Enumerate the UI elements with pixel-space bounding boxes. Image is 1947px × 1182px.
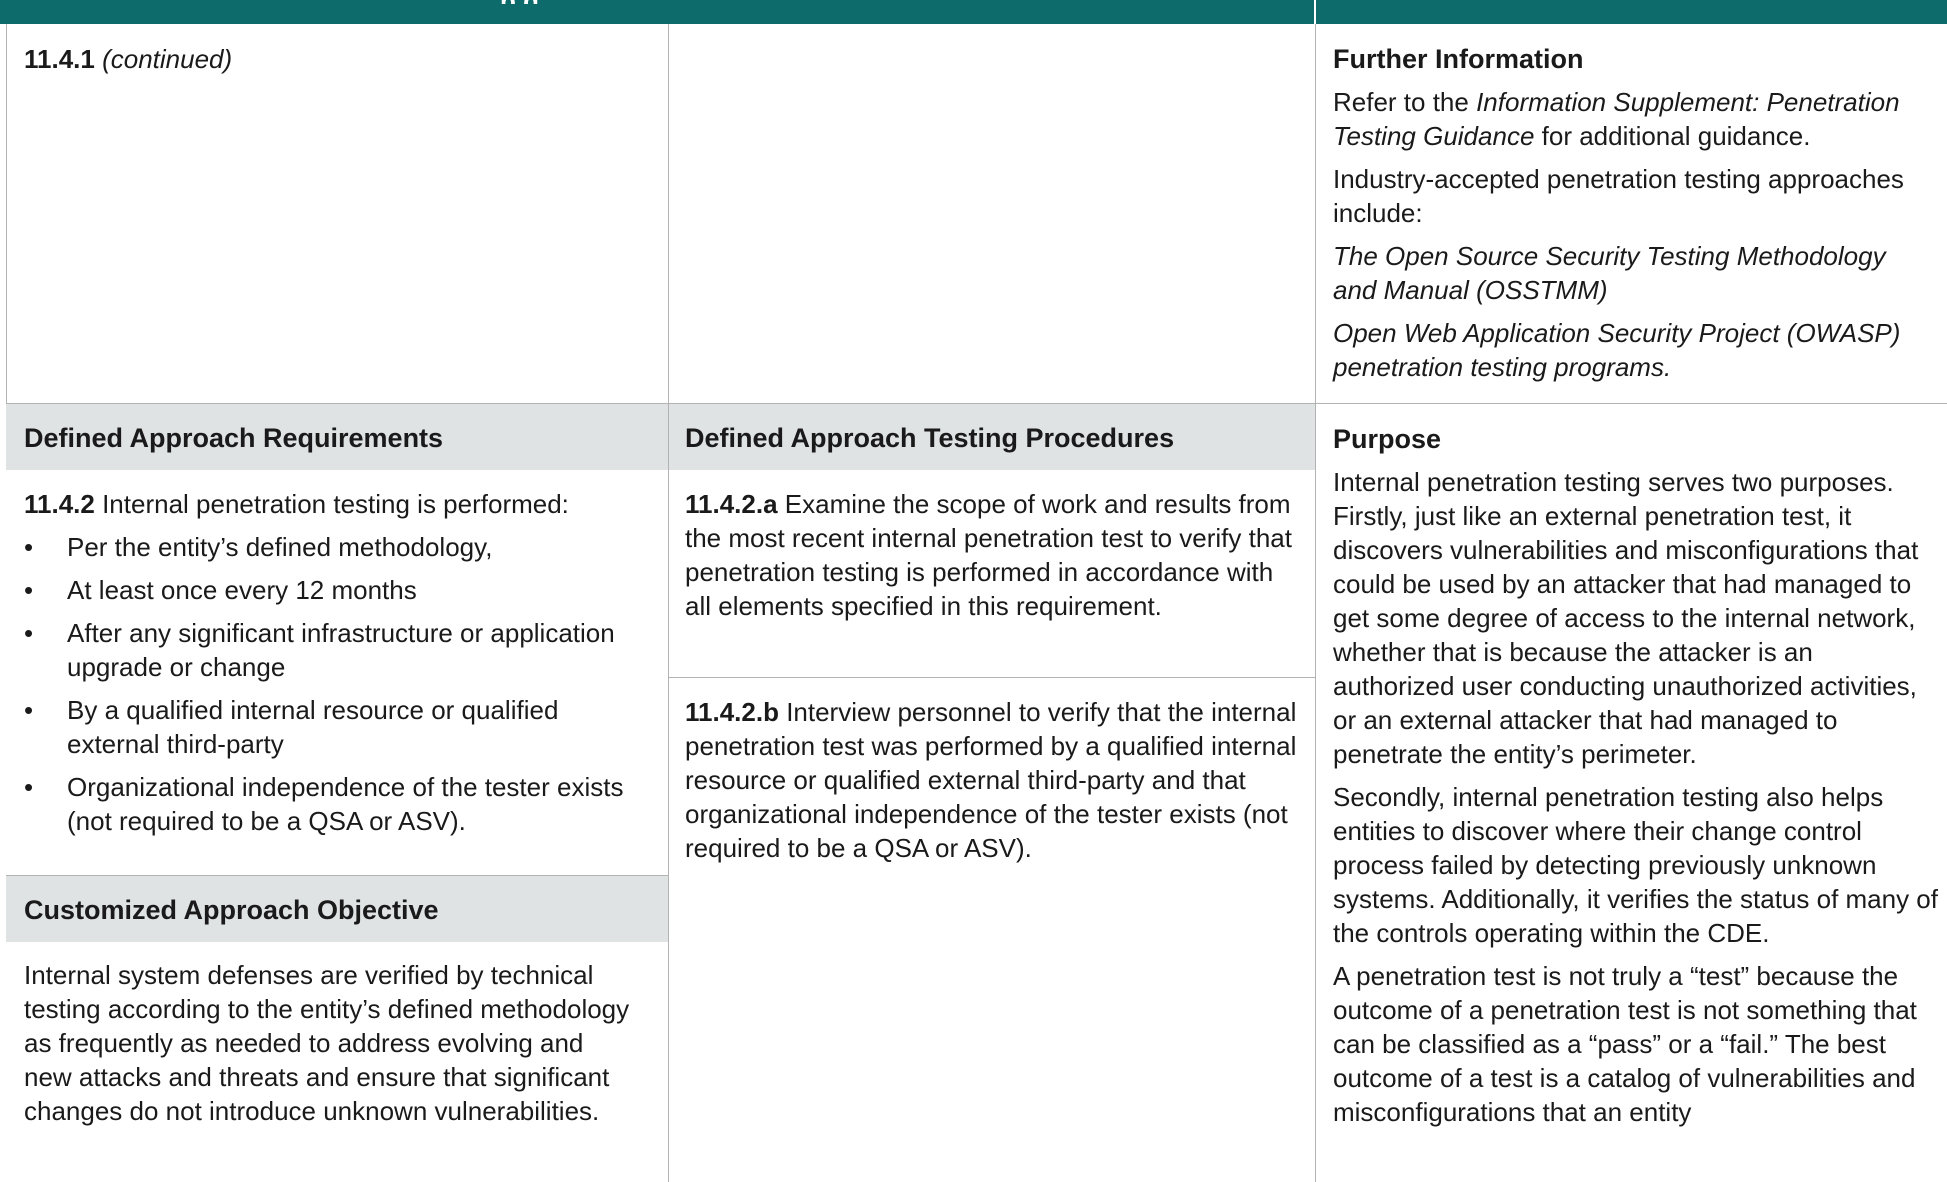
list-item: By a qualified internal resource or qual… (24, 693, 654, 761)
further-information-heading: Further Information (1333, 44, 1584, 74)
procedure-11-4-2-a: 11.4.2.a Examine the scope of work and r… (685, 487, 1300, 623)
further-information-refer: Refer to the Information Supplement: Pen… (1333, 85, 1933, 153)
requirement-statement: 11.4.2 Internal penetration testing is p… (24, 487, 654, 521)
procedure-b-id: 11.4.2.b (685, 697, 779, 727)
approach-osstmm: The Open Source Security Testing Methodo… (1333, 239, 1933, 307)
customized-header-label: Customized Approach Objective (24, 895, 439, 925)
further-information: Further Information Refer to the Informa… (1333, 42, 1933, 393)
testing-procedures-header-label: Defined Approach Testing Procedures (685, 423, 1175, 453)
table-header-title-partial: p g (500, 0, 800, 4)
purpose-paragraph: Secondly, internal penetration testing a… (1333, 782, 1938, 948)
refer-prefix: Refer to the (1333, 87, 1477, 117)
requirement-11-4-2: 11.4.2 Internal penetration testing is p… (24, 487, 654, 847)
column-divider-2 (1315, 24, 1316, 1182)
refer-suffix: for additional guidance. (1534, 121, 1811, 151)
table-header-divider (1314, 0, 1316, 24)
list-item: At least once every 12 months (24, 573, 654, 607)
requirement-id: 11.4.2 (24, 489, 95, 519)
procedure-divider (668, 677, 1315, 678)
list-item: Per the entity’s defined methodology, (24, 530, 654, 564)
approaches-intro: Industry-accepted penetration testing ap… (1333, 164, 1904, 228)
purpose-paragraph: A penetration test is not truly a “test”… (1333, 961, 1917, 1127)
continued-note: (continued) (102, 44, 233, 74)
testing-procedures-header: Defined Approach Testing Procedures (669, 404, 1315, 470)
requirements-header-label: Defined Approach Requirements (24, 423, 444, 453)
row-divider (6, 403, 1947, 404)
continued-ref-id: 11.4.1 (24, 44, 95, 74)
list-item: After any significant infrastructure or … (24, 616, 654, 684)
list-item: Organizational independence of the teste… (24, 770, 654, 838)
purpose-paragraph: Internal penetration testing serves two … (1333, 467, 1919, 769)
approach-owasp: Open Web Application Security Project (O… (1333, 316, 1933, 384)
table-left-border (6, 24, 7, 404)
requirements-header: Defined Approach Requirements (6, 404, 668, 470)
continued-ref: 11.4.1 (continued) (24, 42, 644, 76)
customized-header: Customized Approach Objective (6, 876, 668, 942)
column-divider-1 (668, 24, 669, 1182)
refer-document-title: Information Supplement: Penetration Test… (1333, 87, 1900, 151)
procedure-b-body: Interview personnel to verify that the i… (685, 697, 1297, 863)
customized-objective: Internal system defenses are verified by… (24, 958, 634, 1128)
guidance-purpose: Purpose Internal penetration testing ser… (1333, 422, 1938, 1138)
customized-divider (6, 875, 668, 876)
procedure-a-text: 11.4.2.a Examine the scope of work and r… (685, 487, 1300, 623)
requirement-text: Internal penetration testing is performe… (94, 489, 569, 519)
procedure-a-id: 11.4.2.a (685, 489, 778, 519)
purpose-heading: Purpose (1333, 424, 1442, 454)
customized-objective-text: Internal system defenses are verified by… (24, 960, 630, 1126)
procedure-a-body: Examine the scope of work and results fr… (685, 489, 1292, 621)
procedure-11-4-2-b: 11.4.2.b Interview personnel to verify t… (685, 695, 1300, 865)
approach-owasp-text: Open Web Application Security Project (O… (1333, 318, 1901, 382)
procedure-b-text: 11.4.2.b Interview personnel to verify t… (685, 695, 1300, 865)
table-header-bar (0, 0, 1947, 24)
approach-osstmm-text: The Open Source Security Testing Methodo… (1333, 241, 1886, 305)
requirement-bullet-list: Per the entity’s defined methodology, At… (24, 530, 654, 838)
